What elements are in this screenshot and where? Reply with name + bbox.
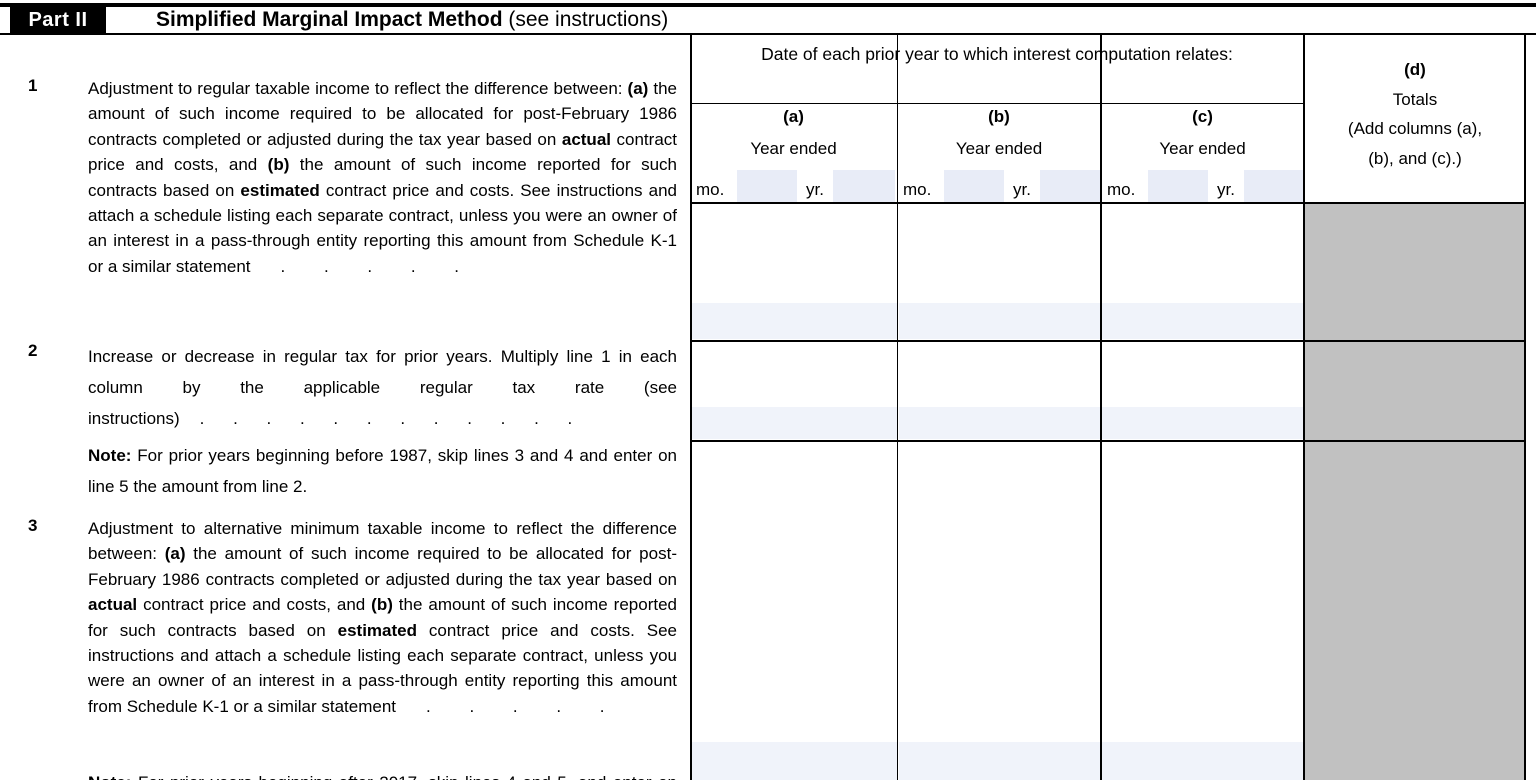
amount-field-line1-col-b[interactable]	[898, 303, 1100, 339]
amount-field-line3-col-a[interactable]	[691, 742, 897, 780]
part-title-text: Simplified Marginal Impact Method	[156, 8, 503, 31]
col-b-c-divider	[1100, 33, 1102, 780]
line-2-note: Note: For prior years beginning before 1…	[88, 440, 677, 502]
table-left-border	[690, 33, 692, 780]
interest-computation-table: Date of each prior year to which interes…	[690, 33, 1536, 780]
col-a-mo-label: mo.	[696, 180, 725, 199]
line-1-dot-leader: . . . . .	[280, 256, 460, 276]
totals-note-line2: (b), and (c).)	[1368, 148, 1462, 168]
header-body-divider	[690, 202, 1526, 204]
row1-row2-divider	[690, 339, 1526, 342]
span-header-divider	[690, 102, 1304, 104]
line-3-number: 3	[28, 516, 38, 535]
col-a-mo-input[interactable]	[737, 170, 797, 202]
line-3-dot-leader: . . . . .	[426, 696, 605, 716]
col-a-b-divider	[896, 33, 898, 780]
amount-field-line2-col-c[interactable]	[1101, 407, 1304, 439]
line-1-number: 1	[28, 76, 38, 95]
col-d-letter: (d)	[1404, 60, 1426, 79]
table-right-border	[1523, 33, 1526, 780]
col-c-yr-input[interactable]	[1244, 170, 1304, 202]
col-b-letter: (b)	[988, 107, 1010, 126]
col-b-year-ended-label: Year ended	[955, 139, 1043, 158]
amount-field-line2-col-b[interactable]	[898, 407, 1100, 439]
col-b-mo-label: mo.	[903, 180, 932, 199]
col-b-yr-label: yr.	[1013, 180, 1031, 199]
col-b-mo-input[interactable]	[944, 170, 1004, 202]
line-3-rich-text: Adjustment to alternative minimum taxabl…	[88, 519, 678, 716]
amount-field-line1-col-a[interactable]	[691, 303, 897, 339]
col-a-yr-input[interactable]	[833, 170, 895, 202]
top-border-rule	[0, 3, 1536, 7]
line-2-note-rich-text: Note: For prior years beginning before 1…	[88, 446, 677, 496]
amount-field-line1-col-c[interactable]	[1101, 303, 1304, 339]
line-1-text: Adjustment to regular taxable income to …	[88, 76, 677, 279]
totals-note-line1: (Add columns (a),	[1347, 119, 1483, 138]
part-title: Simplified Marginal Impact Method (see i…	[156, 6, 668, 33]
col-a-letter: (a)	[783, 107, 804, 126]
date-span-header: Date of each prior year to which interes…	[761, 44, 1233, 64]
line-3-note-rich-text: Note: For prior years beginning after 20…	[88, 773, 677, 780]
line-2-number: 2	[28, 341, 38, 360]
col-c-yr-label: yr.	[1217, 180, 1235, 199]
totals-column-shaded-area	[1304, 203, 1524, 780]
amount-field-line3-col-b[interactable]	[898, 742, 1100, 780]
totals-column-header: (d) Totals (Add columns (a), (b), and (c…	[1304, 55, 1526, 173]
table-top-border	[690, 33, 1526, 35]
amount-field-line2-col-a[interactable]	[691, 407, 897, 439]
line-2-rich-text: Increase or decrease in regular tax for …	[88, 347, 677, 428]
part-label-badge: Part II	[10, 7, 106, 33]
col-a-yr-label: yr.	[806, 180, 824, 199]
instructions-panel: 1 Adjustment to regular taxable income t…	[0, 0, 690, 780]
col-c-mo-input[interactable]	[1148, 170, 1208, 202]
totals-title: Totals	[1392, 89, 1438, 109]
col-c-letter: (c)	[1192, 107, 1213, 126]
row2-row3-divider	[690, 439, 1526, 442]
col-c-year-ended-label: Year ended	[1159, 139, 1246, 158]
line-1-rich-text: Adjustment to regular taxable income to …	[88, 79, 678, 276]
col-c-d-divider	[1303, 33, 1305, 780]
part-subtitle: (see instructions)	[502, 8, 669, 31]
col-b-yr-input[interactable]	[1040, 170, 1102, 202]
amount-field-line3-col-c[interactable]	[1101, 742, 1304, 780]
line-2-dot-leader: . . . . . . . . . . . .	[199, 409, 573, 428]
line-2-text: Increase or decrease in regular tax for …	[88, 341, 677, 434]
line-3-text: Adjustment to alternative minimum taxabl…	[88, 516, 677, 719]
line-3-note-cutoff: Note: For prior years beginning after 20…	[88, 770, 677, 780]
col-a-year-ended-label: Year ended	[750, 139, 837, 158]
col-c-mo-label: mo.	[1107, 180, 1136, 199]
